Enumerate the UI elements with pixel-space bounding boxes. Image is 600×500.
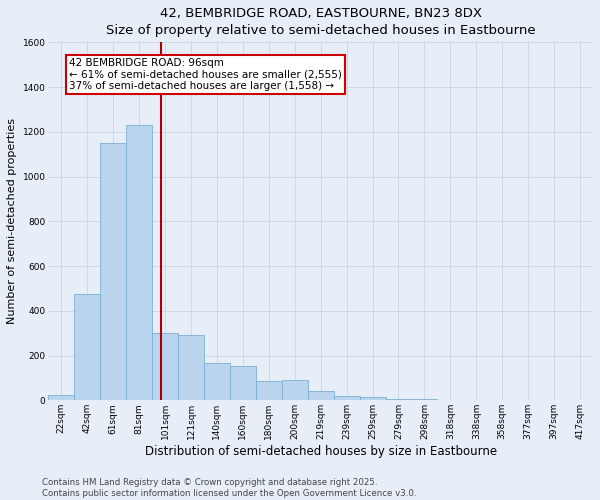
Text: Contains HM Land Registry data © Crown copyright and database right 2025.
Contai: Contains HM Land Registry data © Crown c…: [42, 478, 416, 498]
Bar: [282, 380, 308, 400]
Bar: [256, 382, 282, 400]
Bar: [48, 395, 74, 400]
Bar: [178, 336, 204, 400]
Y-axis label: Number of semi-detached properties: Number of semi-detached properties: [7, 118, 17, 324]
Title: 42, BEMBRIDGE ROAD, EASTBOURNE, BN23 8DX
Size of property relative to semi-detac: 42, BEMBRIDGE ROAD, EASTBOURNE, BN23 8DX…: [106, 7, 535, 37]
Bar: [74, 294, 100, 401]
Bar: [308, 392, 334, 400]
Bar: [152, 333, 178, 400]
Bar: [334, 396, 359, 400]
Bar: [100, 143, 126, 401]
Bar: [230, 366, 256, 400]
Bar: [126, 125, 152, 400]
Bar: [359, 397, 386, 400]
Bar: [412, 399, 437, 400]
Bar: [204, 364, 230, 401]
X-axis label: Distribution of semi-detached houses by size in Eastbourne: Distribution of semi-detached houses by …: [145, 445, 497, 458]
Text: 42 BEMBRIDGE ROAD: 96sqm
← 61% of semi-detached houses are smaller (2,555)
37% o: 42 BEMBRIDGE ROAD: 96sqm ← 61% of semi-d…: [69, 58, 342, 91]
Bar: [386, 399, 412, 400]
